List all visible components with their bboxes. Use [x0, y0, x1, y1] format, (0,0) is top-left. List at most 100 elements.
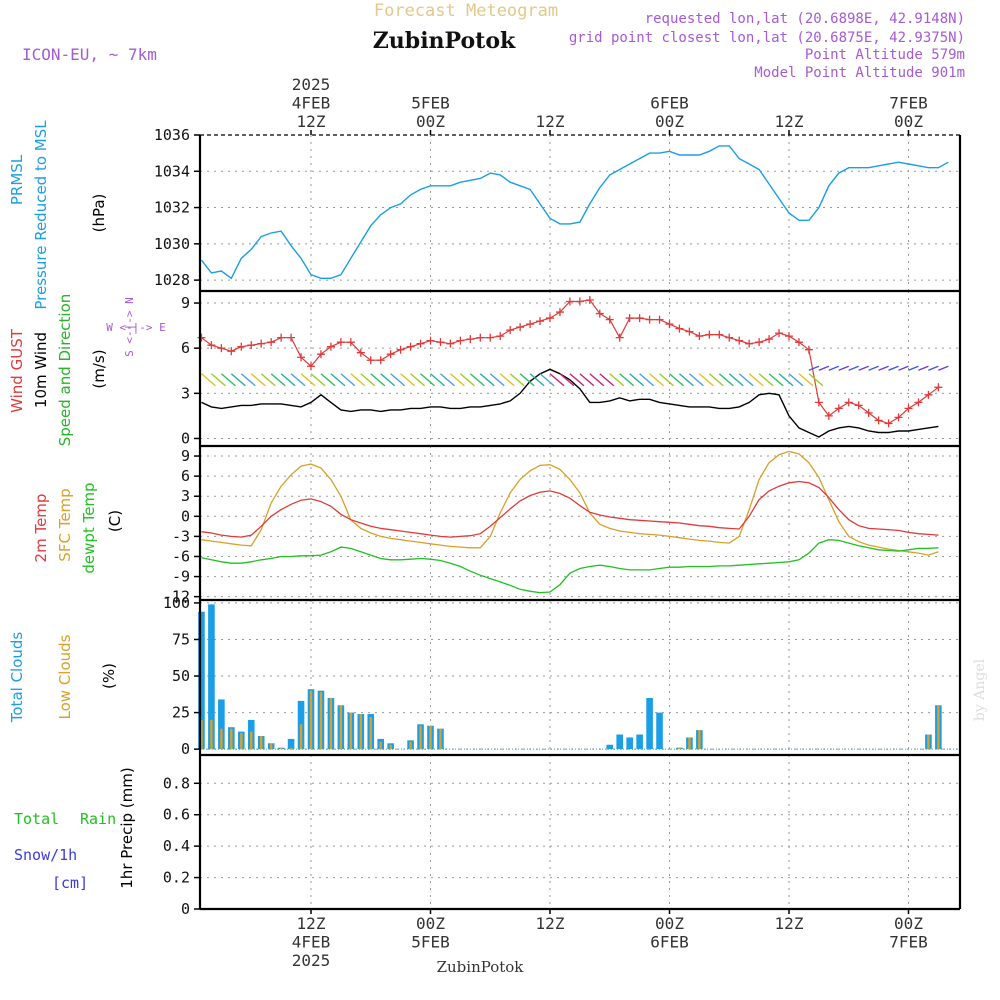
temp-2m-line — [201, 480, 939, 538]
bottom-time-label: 7FEB — [889, 933, 928, 952]
wind-direction-arrow — [350, 373, 366, 387]
gust-marker — [914, 398, 923, 407]
low-cloud-bar — [260, 735, 263, 750]
dewpt-temp-line — [201, 539, 939, 594]
gust-marker — [785, 332, 793, 341]
wind-direction-arrow — [619, 373, 635, 387]
low-cloud-bar — [240, 733, 243, 750]
gust-marker — [814, 398, 823, 407]
low-cloud-bar — [429, 725, 432, 750]
wind-direction-arrow — [270, 373, 286, 387]
gust-marker — [506, 326, 515, 335]
low-cloud-bar — [678, 747, 681, 750]
wind-direction-arrow — [808, 365, 820, 371]
snow-label: Snow/1h — [14, 846, 77, 864]
closest-coords: grid point closest lon,lat (20.6875E, 42… — [569, 30, 965, 46]
gust-marker — [396, 345, 405, 354]
wind-direction-arrow — [728, 373, 744, 387]
gust-marker — [356, 348, 365, 357]
bottom-time-label: 2025 — [292, 951, 331, 970]
wind-direction-arrow — [888, 365, 899, 371]
gust-marker — [526, 320, 535, 329]
wind-direction-arrow — [310, 373, 326, 387]
gust-marker — [645, 315, 654, 324]
gust-marker — [605, 315, 614, 324]
gust-marker — [794, 338, 803, 347]
wind-direction-arrow — [430, 373, 445, 387]
dewpt-temp-label: dewpt Temp — [80, 482, 98, 573]
wind-direction-arrow — [868, 365, 879, 371]
gust-marker — [675, 324, 684, 333]
total-rain-label-1: Total — [14, 810, 59, 828]
bottom-time-label: 12Z — [297, 914, 326, 933]
wind-direction-arrow — [420, 373, 435, 387]
low-cloud-bar — [279, 747, 283, 750]
y-tick-label: 100 — [163, 594, 190, 612]
low-cloud-bar — [309, 690, 313, 750]
wind-direction-arrow — [918, 365, 929, 371]
gust-marker — [336, 338, 345, 347]
bottom-time-label: 00Z — [655, 914, 684, 933]
y-tick-label: 6 — [181, 467, 190, 485]
total-cloud-bar — [287, 738, 295, 750]
gust-marker — [476, 333, 485, 342]
wind-direction-arrow — [340, 373, 356, 387]
gust-marker — [237, 342, 246, 351]
point-altitude: Point Altitude 579m — [805, 47, 965, 63]
gust-marker — [546, 314, 554, 323]
gust-marker — [297, 353, 306, 362]
bottom-time-label: 12Z — [775, 914, 804, 933]
wind-direction-arrow — [440, 373, 455, 387]
wind-direction-arrow — [908, 365, 919, 371]
wind-direction-arrow — [589, 373, 605, 387]
gust-marker — [346, 338, 355, 347]
prmsl-series-line — [200, 145, 949, 280]
gust-marker — [595, 309, 604, 318]
gust-marker — [894, 413, 903, 422]
gust-marker — [924, 390, 933, 399]
wind-direction-arrow — [818, 365, 830, 371]
model-label: ICON-EU, ~ 7km — [22, 45, 157, 64]
sfc-temp-line — [201, 450, 939, 556]
gust-marker — [874, 416, 883, 425]
wind-direction-arrow — [928, 365, 939, 371]
wind-direction-arrow — [300, 373, 316, 387]
watermark: by Angel — [972, 658, 988, 721]
model-altitude: Model Point Altitude 901m — [754, 65, 965, 81]
gust-marker — [486, 333, 495, 342]
location-title: ZubinPotok — [373, 28, 516, 54]
wind-direction-arrow — [360, 373, 376, 387]
gust-marker — [307, 362, 315, 371]
gust-marker — [277, 333, 286, 342]
wind-direction-arrow — [798, 373, 814, 387]
frame-layer — [194, 130, 962, 914]
wind-direction-arrow — [768, 373, 784, 387]
gust-marker — [725, 333, 734, 342]
gust-marker — [655, 315, 664, 324]
gust-marker — [844, 398, 853, 407]
wind-direction-arrow — [718, 373, 734, 387]
wind-direction-arrow — [788, 373, 804, 387]
gust-marker — [864, 408, 873, 417]
bottom-time-label: 00Z — [894, 914, 923, 933]
wind-direction-arrow — [639, 373, 655, 387]
gust-marker — [426, 336, 435, 345]
wind-direction-arrow — [459, 373, 475, 387]
gust-marker — [316, 350, 325, 359]
compass-we-label: W <-|-> E — [106, 321, 166, 334]
wind-direction-arrow — [260, 373, 276, 387]
top-time-label: 5FEB — [411, 94, 450, 113]
wind-direction-arrow — [679, 373, 694, 387]
gust-marker — [446, 339, 455, 348]
low-clouds-label: Low Clouds — [56, 634, 74, 719]
wind-direction-arrow — [330, 373, 346, 387]
total-cloud-bar — [198, 611, 205, 750]
precip-axis-label: 1hr Precip (mm) — [118, 767, 136, 888]
y-tick-label: -9 — [172, 568, 190, 586]
y-tick-label: 25 — [172, 704, 190, 722]
y-tick-label: 9 — [181, 294, 190, 312]
total-cloud-bar — [646, 697, 653, 750]
total-cloud-bar — [626, 737, 633, 750]
wind-direction-arrow — [878, 365, 889, 371]
